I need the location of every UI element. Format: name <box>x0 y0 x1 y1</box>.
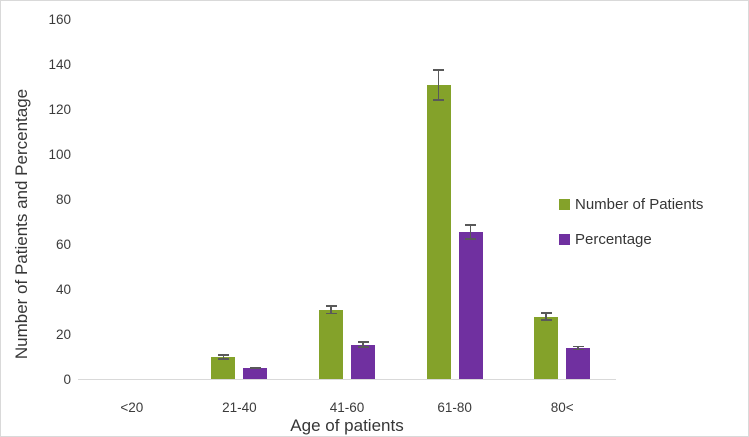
error-bar-bot <box>217 358 229 360</box>
bar <box>426 84 451 380</box>
error-bar <box>325 305 337 315</box>
error-bar <box>540 312 552 321</box>
error-bar-bot <box>249 367 261 370</box>
error-bar-bot <box>325 312 337 315</box>
x-tick-label: 80< <box>550 400 574 415</box>
error-bar <box>465 224 477 240</box>
error-bar-bot <box>357 346 369 348</box>
error-bar-top <box>433 69 445 71</box>
error-bar-line <box>437 69 440 101</box>
x-tick-label: 61-80 <box>437 400 472 415</box>
error-bar <box>217 354 229 360</box>
error-bar-top <box>217 354 229 356</box>
error-bar-bot <box>465 238 477 240</box>
y-tick-label: 40 <box>55 281 71 297</box>
y-tick-label: 80 <box>55 191 71 207</box>
legend-swatch <box>559 198 570 210</box>
legend-item: Percentage <box>559 228 652 250</box>
error-bar-top <box>540 312 552 315</box>
bar <box>458 232 483 380</box>
x-axis-title: Age of patients <box>290 416 404 435</box>
y-tick-label: 0 <box>63 371 71 387</box>
legend-swatch <box>559 233 570 245</box>
error-bar-bot <box>540 318 552 321</box>
error-bar-line <box>362 341 364 348</box>
y-tick-label: 160 <box>48 11 71 27</box>
error-bar <box>433 69 445 101</box>
error-bar-top <box>325 305 337 307</box>
legend-item: Number of Patients <box>559 193 703 215</box>
bar <box>243 368 268 380</box>
y-tick-label: 100 <box>48 146 71 162</box>
x-tick-label: 41-60 <box>329 400 365 415</box>
error-bar <box>572 345 584 351</box>
x-axis-line <box>78 378 616 381</box>
error-bar-line <box>222 354 225 360</box>
error-bar-top <box>572 345 584 348</box>
y-tick-label: 120 <box>48 101 71 117</box>
legend-label: Number of Patients <box>575 195 704 213</box>
error-bar-top <box>357 341 369 343</box>
error-bar-line <box>545 312 547 321</box>
error-bar <box>249 367 261 370</box>
y-tick-label: 60 <box>55 236 71 252</box>
bar <box>534 316 559 380</box>
error-bar-bot <box>572 348 584 351</box>
bar <box>211 357 236 380</box>
x-tick-label: <20 <box>120 400 144 415</box>
y-axis-title: Number of Patients and Percentage <box>12 88 31 360</box>
error-bar <box>357 341 369 348</box>
y-tick-label: 140 <box>48 56 71 72</box>
bar <box>566 348 591 380</box>
legend-label: Percentage <box>575 230 652 248</box>
error-bar-line <box>469 224 472 240</box>
error-bar-line <box>330 305 332 315</box>
bar <box>351 344 375 380</box>
bar <box>319 309 343 380</box>
error-bar-top <box>465 224 477 226</box>
y-tick-label: 20 <box>55 326 71 342</box>
x-tick-label: 21-40 <box>222 400 257 415</box>
error-bar-bot <box>433 98 445 101</box>
error-bar-line <box>577 345 579 351</box>
